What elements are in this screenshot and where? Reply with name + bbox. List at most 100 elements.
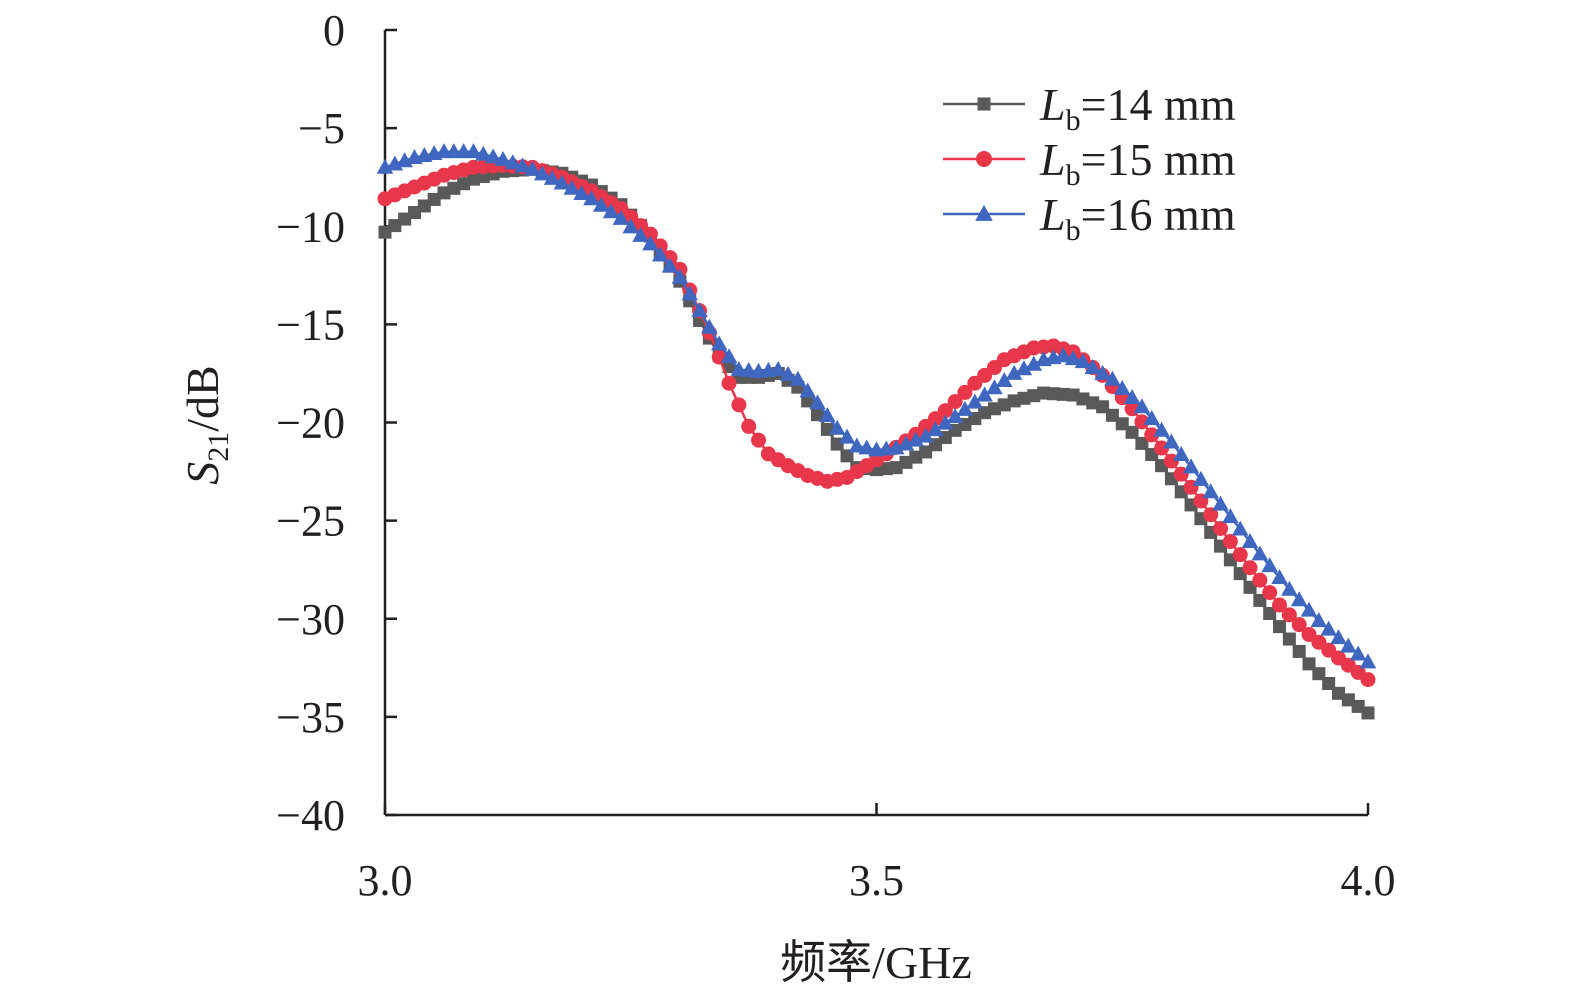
data-point: [398, 212, 412, 226]
data-point: [1281, 607, 1297, 623]
data-point: [671, 268, 689, 284]
data-point: [612, 209, 630, 225]
data-point: [1241, 533, 1259, 548]
data-point: [484, 148, 502, 164]
data-point: [524, 160, 541, 176]
data-point: [741, 418, 757, 434]
data-point: [1349, 645, 1367, 661]
data-point: [1222, 508, 1239, 524]
data-point: [957, 384, 973, 400]
data-point: [811, 408, 825, 422]
legend-item[interactable]: Lb=15 mm: [943, 134, 1236, 192]
data-point: [613, 201, 629, 217]
y-tick-label: −5: [298, 104, 345, 153]
data-point: [946, 408, 964, 424]
data-point: [1144, 427, 1160, 443]
data-point: [1310, 612, 1328, 628]
x-tick-label: 3.5: [849, 856, 904, 905]
data-point: [1114, 379, 1131, 395]
data-point: [437, 186, 451, 200]
data-point: [1341, 693, 1355, 707]
data-point: [1046, 387, 1060, 401]
y-axis-title: S21/dB: [177, 365, 235, 484]
legend-item[interactable]: Lb=16 mm: [943, 189, 1236, 247]
data-point: [956, 400, 974, 416]
data-point: [622, 218, 639, 234]
data-point: [534, 165, 551, 181]
data-point: [1320, 620, 1337, 636]
data-point: [789, 370, 807, 386]
data-point: [1302, 657, 1316, 671]
data-point: [1125, 425, 1139, 439]
data-point: [417, 199, 431, 213]
data-point: [632, 226, 649, 242]
data-point: [1182, 458, 1200, 474]
data-point: [1290, 591, 1308, 607]
data-point: [1172, 446, 1190, 461]
data-point: [1074, 353, 1092, 369]
legend-item[interactable]: Lb=14 mm: [943, 79, 1236, 137]
data-point: [1133, 398, 1151, 414]
data-point: [1084, 359, 1102, 374]
data-point: [633, 218, 649, 234]
data-point: [593, 196, 610, 212]
data-point: [731, 397, 747, 413]
legend-marker: [977, 97, 991, 111]
data-point: [1192, 470, 1210, 486]
data-point: [465, 143, 482, 159]
data-point: [378, 225, 392, 239]
y-tick-label: −10: [276, 202, 345, 251]
data-point: [1252, 572, 1268, 588]
data-point: [710, 335, 728, 351]
data-point: [514, 157, 531, 173]
data-point: [937, 414, 954, 430]
data-point: [779, 365, 797, 381]
data-point: [740, 361, 757, 377]
data-point: [899, 455, 913, 469]
data-point: [987, 402, 1001, 416]
legend-marker: [976, 151, 992, 167]
data-point: [947, 394, 963, 410]
data-point: [887, 439, 905, 455]
data-point: [937, 403, 953, 419]
data-point: [722, 360, 736, 374]
data-point: [809, 394, 826, 410]
data-point: [475, 145, 492, 161]
data-point: [1243, 580, 1257, 594]
y-tick-label: 0: [323, 6, 345, 55]
legend-label: Lb=15 mm: [1039, 134, 1236, 192]
data-point: [602, 203, 620, 219]
data-point: [1361, 706, 1375, 720]
data-point: [1027, 389, 1041, 403]
series-square: [378, 162, 1375, 720]
data-point: [681, 285, 698, 301]
x-axis-title: 频率/GHz: [780, 937, 972, 988]
data-point: [1262, 585, 1278, 601]
y-tick-label: −30: [276, 595, 345, 644]
data-point: [909, 450, 923, 464]
data-point: [889, 461, 903, 475]
data-point: [897, 435, 915, 451]
data-point: [642, 226, 658, 242]
data-point: [919, 445, 933, 459]
data-point: [1154, 440, 1170, 456]
data-point: [642, 235, 659, 251]
data-point: [1251, 545, 1269, 561]
data-point: [819, 407, 836, 423]
data-point: [573, 184, 590, 200]
x-ticks: 3.0 3.5 4.0: [358, 803, 1396, 905]
data-point: [848, 437, 866, 453]
y-tick-label: −35: [276, 693, 345, 742]
data-point: [494, 150, 512, 166]
data-point: [828, 419, 846, 435]
data-point: [799, 382, 816, 398]
y-tick-label: −40: [276, 791, 345, 840]
data-point: [1273, 620, 1287, 634]
data-point: [1202, 483, 1219, 499]
data-point: [996, 372, 1013, 388]
data-point: [1134, 414, 1150, 430]
data-point: [879, 462, 893, 476]
data-point: [583, 190, 600, 206]
